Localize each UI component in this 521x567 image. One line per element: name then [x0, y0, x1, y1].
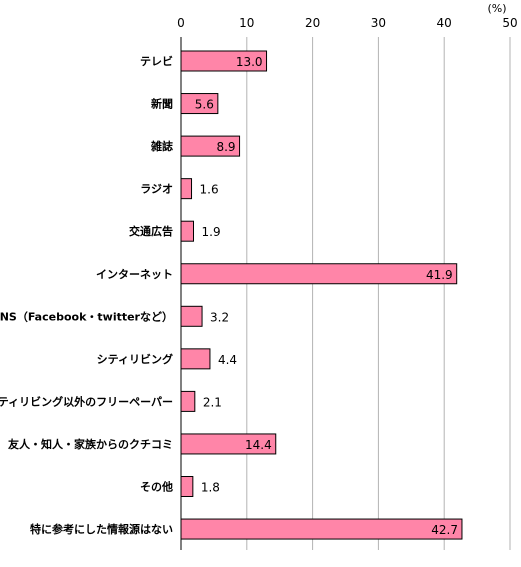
x-tick-label-10: 10 — [239, 16, 254, 30]
bar-11 — [180, 518, 463, 540]
category-label-8: シティリビング以外のフリーペーパー — [0, 394, 173, 408]
value-label-10: 1.8 — [201, 481, 220, 495]
category-label-10: その他 — [140, 480, 173, 494]
bar-6 — [180, 305, 203, 327]
value-label-9: 14.4 — [245, 438, 272, 452]
value-labels: 13.0 5.6 8.9 1.6 1.9 41.9 3.2 4.4 2.1 14.4 1.8 42.7 — [195, 55, 458, 537]
category-label-0: テレビ — [140, 54, 173, 68]
bar-0 — [180, 50, 268, 72]
bar-4 — [180, 220, 195, 242]
bar-7 — [180, 348, 211, 370]
category-label-11: 特に参考にした情報源はない — [30, 522, 173, 536]
value-label-0: 13.0 — [236, 55, 263, 69]
bar-5 — [180, 263, 458, 285]
category-label-2: 雑誌 — [150, 139, 173, 153]
category-label-3: ラジオ — [140, 183, 173, 196]
value-label-2: 8.9 — [216, 140, 235, 154]
x-tick-label-30: 30 — [371, 16, 386, 30]
category-label-9: 友人・知人・家族からのクチコミ — [8, 437, 173, 451]
category-label-7: シティリビング — [97, 352, 173, 366]
value-label-1: 5.6 — [195, 98, 214, 112]
category-label-5: インターネット — [96, 268, 173, 281]
bars — [180, 50, 463, 540]
category-label-4: 交通広告 — [129, 224, 173, 238]
category-label-1: 新聞 — [151, 97, 173, 111]
bar-9 — [180, 433, 277, 455]
value-label-11: 42.7 — [431, 523, 458, 537]
unit-label: (%) — [487, 2, 506, 15]
value-label-5: 41.9 — [426, 268, 453, 282]
bar-2 — [180, 135, 241, 157]
bar-10 — [180, 476, 194, 497]
bar-3 — [180, 178, 193, 200]
bar-1 — [180, 93, 219, 115]
x-axis-ticks: 0 10 20 30 40 50 — [177, 16, 517, 30]
value-label-6: 3.2 — [210, 310, 229, 324]
value-label-4: 1.9 — [202, 225, 221, 239]
bar-8 — [180, 390, 196, 412]
x-tick-label-40: 40 — [437, 16, 452, 30]
value-label-7: 4.4 — [218, 353, 237, 367]
category-label-6: SNS（Facebook・twitterなど） — [0, 310, 173, 323]
x-tick-label-50: 50 — [502, 16, 517, 30]
value-label-3: 1.6 — [200, 183, 219, 197]
value-label-8: 2.1 — [203, 395, 222, 409]
x-tick-label-0: 0 — [177, 16, 185, 30]
x-tick-label-20: 20 — [305, 16, 320, 30]
grid-lines — [180, 37, 511, 550]
